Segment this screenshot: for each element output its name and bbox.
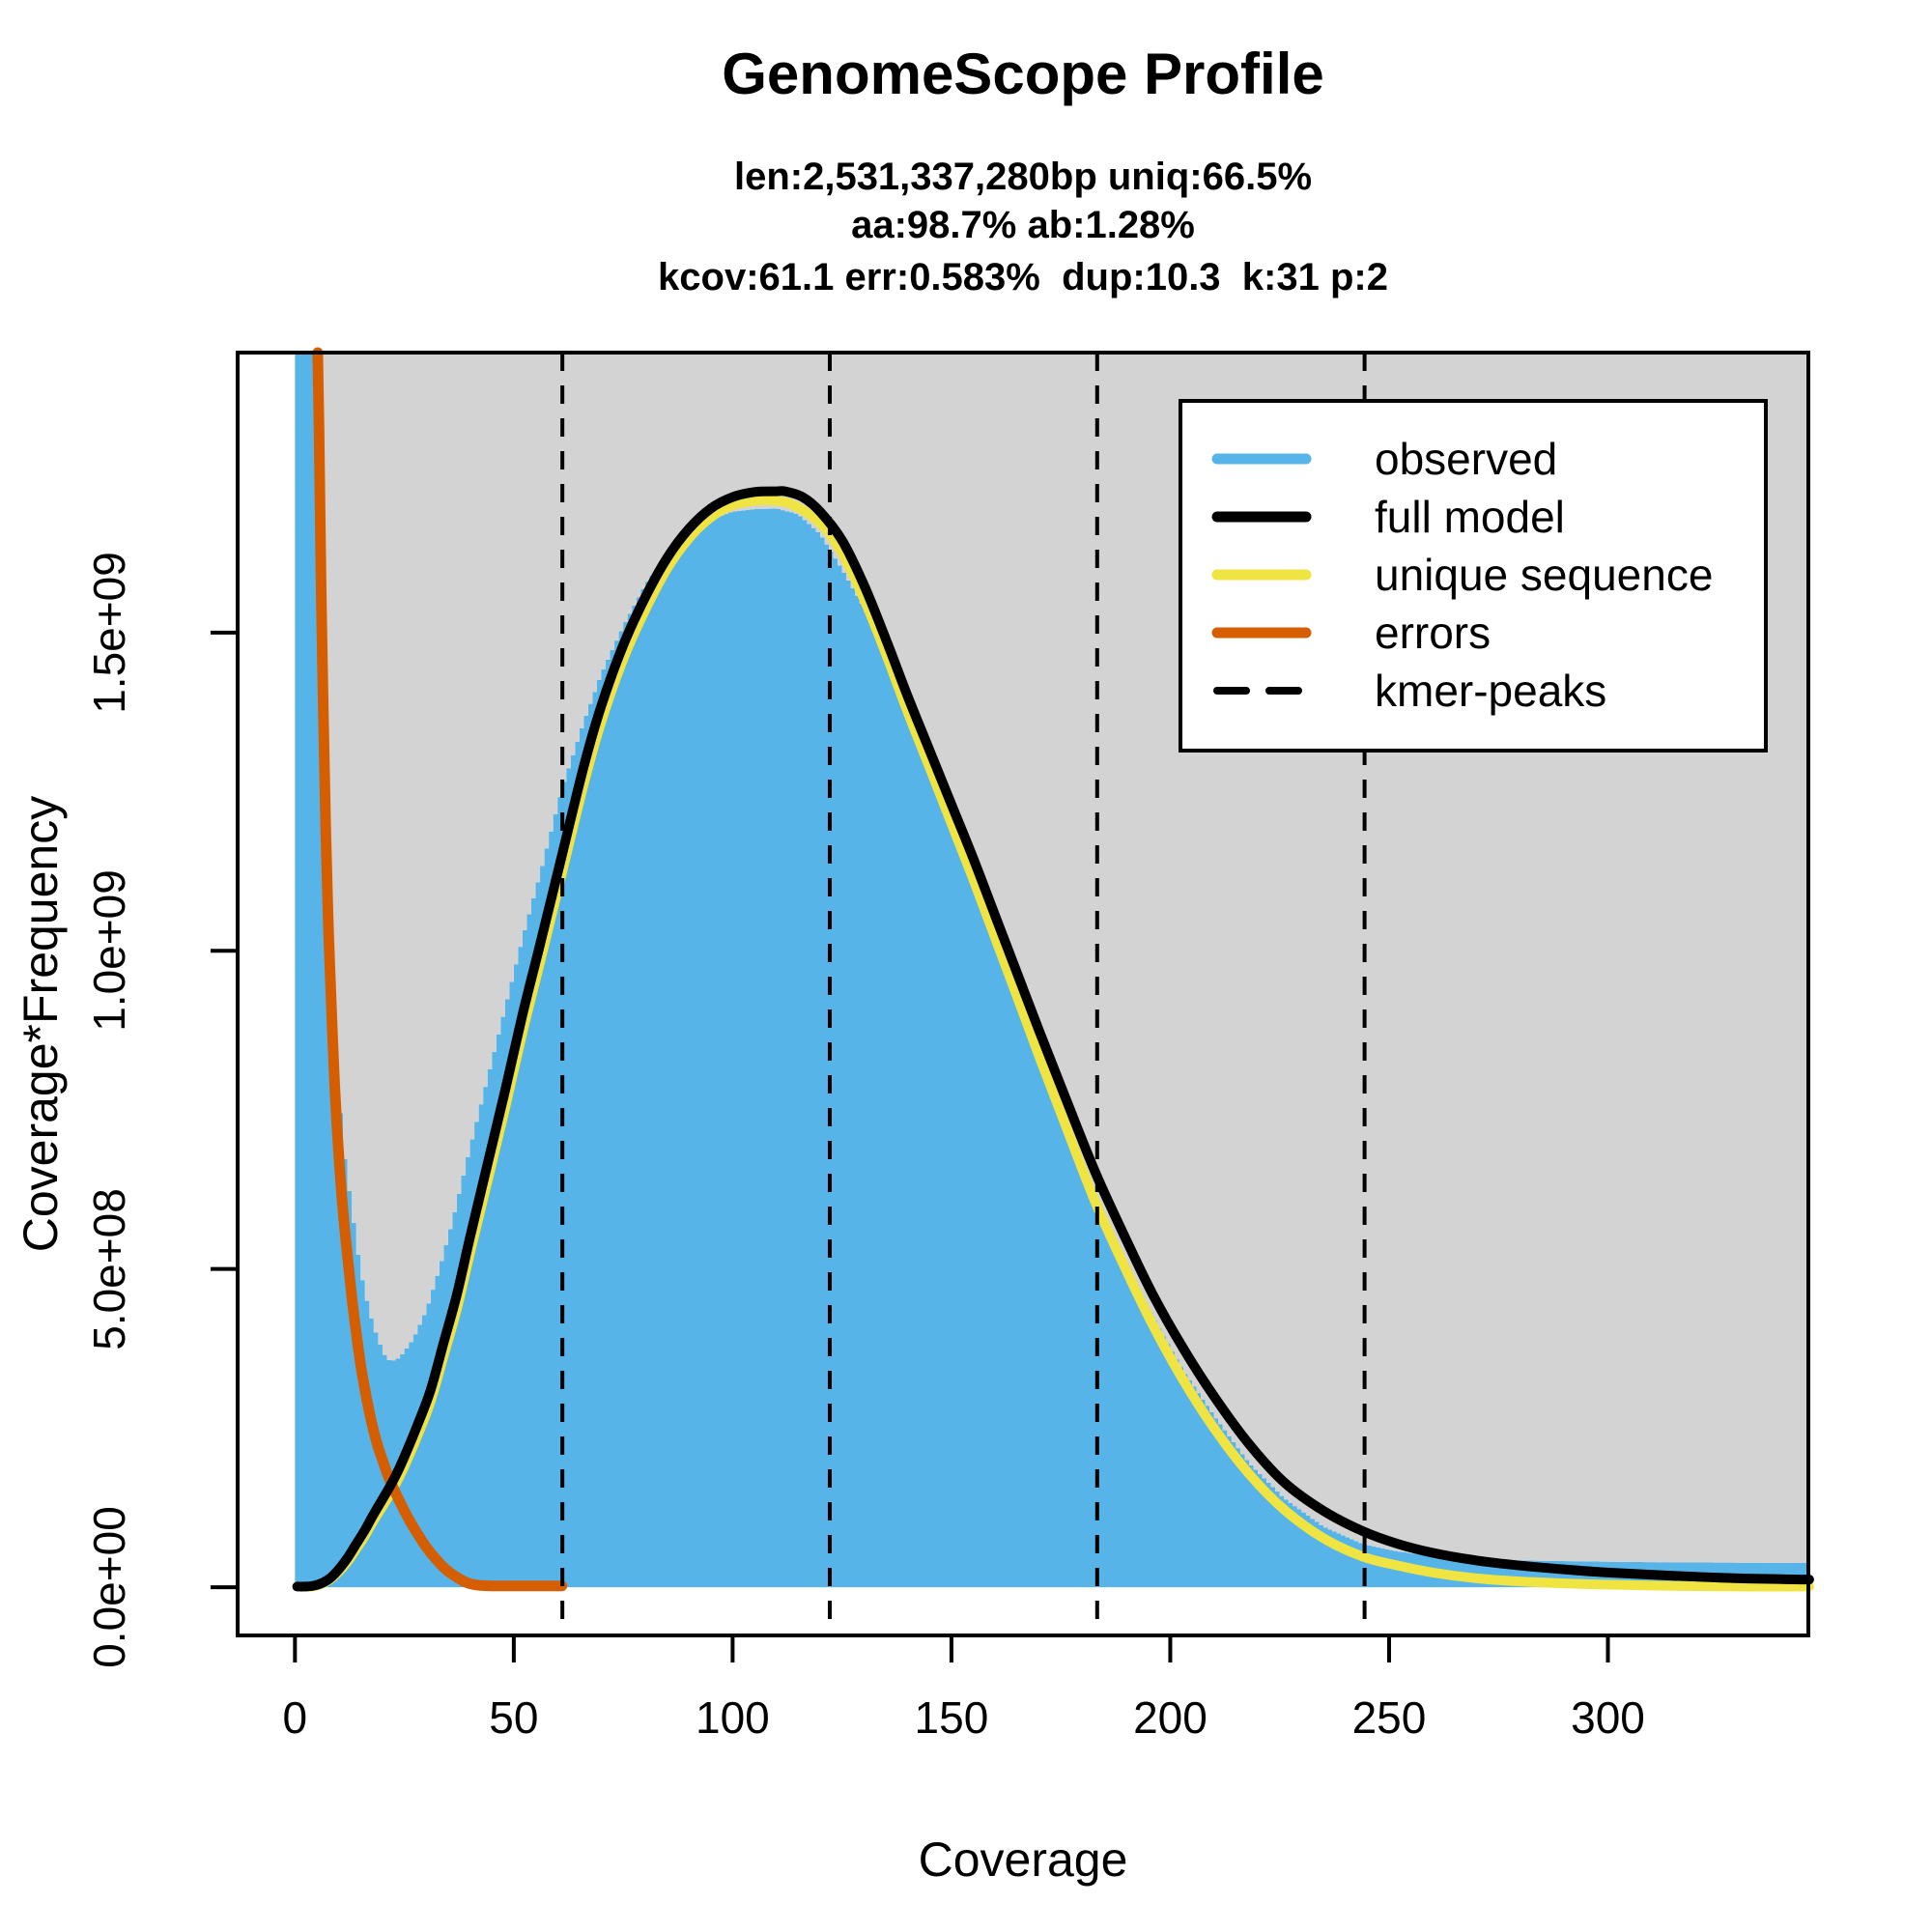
full-model-line [292,486,1814,1592]
x-tick-label-50: 50 [489,1692,539,1743]
y-tick-label-0.0e+00: 0.0e+00 [84,1506,134,1668]
x-tick-label-150: 150 [914,1692,989,1743]
legend-label-observed: observed [1375,434,1558,484]
y-axis-label: Coverage*Frequency [14,795,68,1253]
chart-title: GenomeScope Profile [722,42,1324,106]
legend-label-errors: errors [1375,608,1492,658]
stats-line-kcov-err-dup: kcov:61.1 err:0.583% dup:10.3 k:31 p:2 [658,256,1388,298]
y-tick-label-1.5e+09: 1.5e+09 [84,552,134,714]
x-tick-label-250: 250 [1351,1692,1427,1743]
y-tick-label-1.0e+09: 1.0e+09 [84,869,134,1033]
y-tick-label-5.0e+08: 5.0e+08 [84,1187,134,1350]
errors-line [312,347,568,1592]
legend-label-unique-sequence: unique sequence [1375,550,1714,600]
x-tick-label-300: 300 [1571,1692,1645,1743]
observed-area [295,353,1809,1588]
legend-label-full-model: full model [1375,492,1565,542]
plot-border [236,351,1810,1637]
x-axis-label: Coverage [918,1833,1128,1887]
x-tick-label-0: 0 [282,1692,308,1743]
legend-label-kmer-peaks: kmer-peaks [1375,666,1607,716]
x-tick-label-100: 100 [696,1692,770,1743]
stats-line-aa-ab: aa:98.7% ab:1.28% [851,204,1195,246]
x-tick-label-200: 200 [1133,1692,1208,1743]
stats-line-length-uniq: len:2,531,337,280bp uniq:66.5% [733,156,1313,198]
